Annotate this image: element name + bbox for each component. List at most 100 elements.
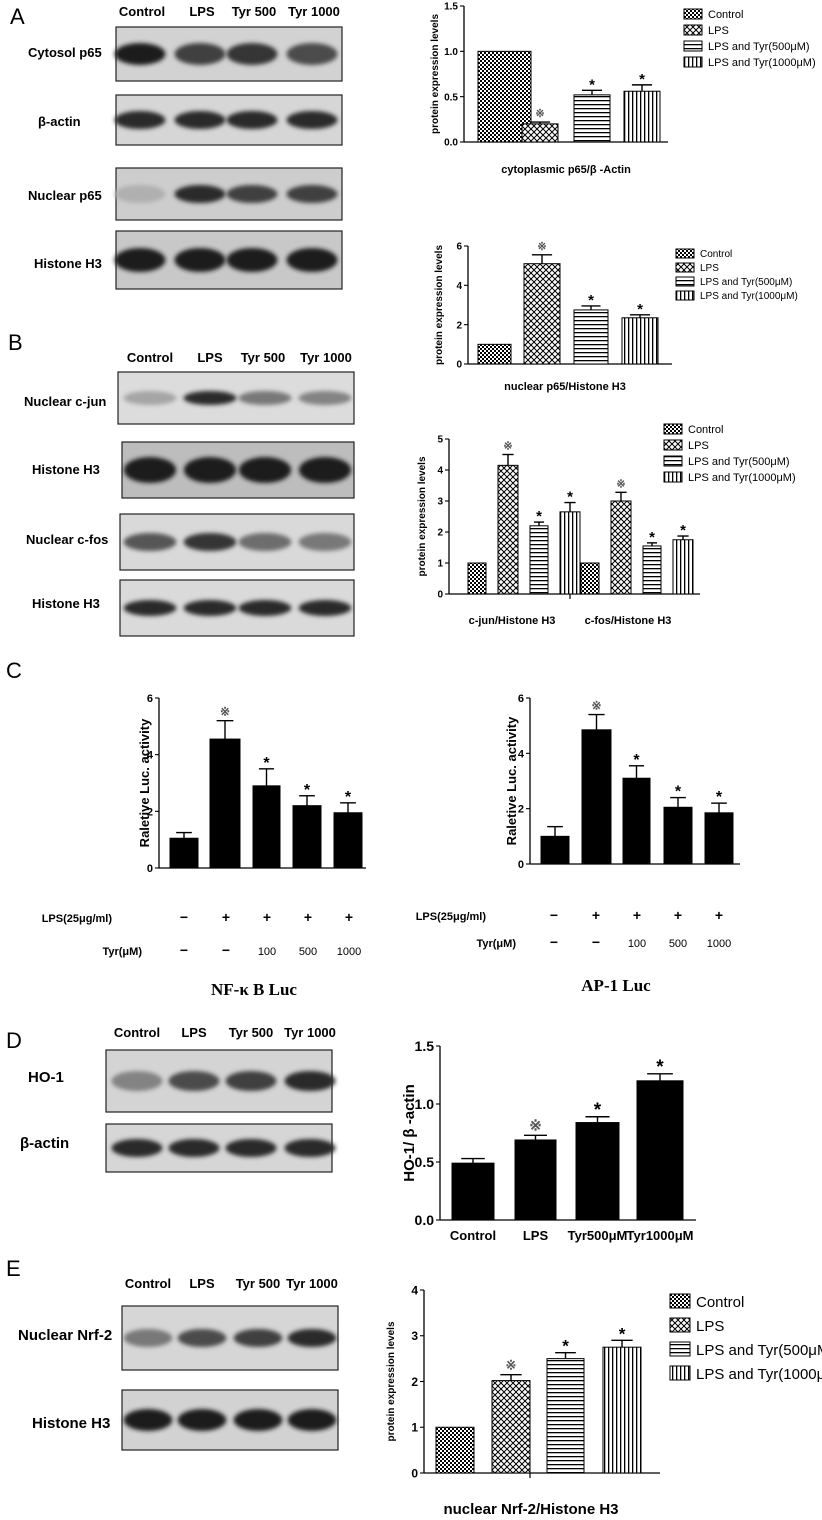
blot-band: [123, 391, 177, 405]
blot-band: [183, 391, 237, 405]
blot-band: [168, 1139, 220, 1157]
panel-letter-a: A: [10, 4, 25, 29]
bar: [514, 1139, 557, 1221]
y-tick-label: 4: [456, 281, 462, 292]
blot-row-label: Histone H3: [32, 596, 100, 611]
significance-mark: ※: [506, 1358, 517, 1373]
x-category-label: c-fos/Histone H3: [585, 615, 672, 627]
y-tick-label: 0: [147, 863, 153, 875]
lane-label: Tyr 500: [241, 350, 286, 365]
blot-band: [287, 1409, 337, 1431]
bar: [477, 343, 512, 365]
tyr-dose: −: [180, 942, 188, 958]
y-tick-label: 0: [518, 859, 524, 871]
significance-asterisk: *: [637, 301, 643, 318]
significance-mark: ※: [535, 108, 544, 120]
y-tick-label: 1.0: [444, 47, 458, 58]
blot-band: [114, 248, 166, 272]
blot-row-label: Nuclear p65: [28, 188, 102, 203]
bar: [333, 812, 363, 869]
chart-a-nuclear-p65: 0 2 4 6 protein expression levels ※ * * Control L…: [434, 241, 798, 393]
significance-asterisk: *: [649, 529, 655, 546]
blot-band: [111, 1139, 163, 1157]
blot-band: [225, 1071, 277, 1091]
legend-swatch: [675, 290, 695, 301]
y-axis-title: Raletive Luc. activity: [504, 716, 519, 845]
lps-sign: +: [345, 909, 353, 925]
blot-band: [114, 43, 166, 65]
legend-swatch: [683, 56, 703, 68]
legend-label: Control: [688, 424, 723, 436]
legend-swatch: [669, 1341, 691, 1357]
bar: [672, 539, 694, 595]
bar: [467, 562, 487, 595]
blot-band: [174, 43, 226, 65]
legend-swatch: [683, 40, 703, 52]
lane-label: Control: [127, 350, 173, 365]
bar: [642, 545, 662, 595]
lane-label: Tyr 1000: [284, 1025, 336, 1040]
blot-band: [233, 1409, 283, 1431]
x-category-label: Control: [450, 1228, 496, 1243]
lps-row-label: LPS(25μg/ml): [42, 913, 113, 925]
blot-band: [298, 600, 352, 616]
bar: [623, 90, 661, 143]
blot-lanes-b: Control LPS Tyr 500 Tyr 1000: [127, 350, 352, 365]
y-tick-label: 4: [518, 748, 525, 760]
chart-title: NF-κ B Luc: [211, 980, 297, 999]
lps-sign: +: [222, 909, 230, 925]
blot-row-labels-d: HO-1 β-actin: [20, 1069, 69, 1152]
lps-sign: −: [550, 907, 558, 923]
bar: [621, 317, 659, 365]
bar: [704, 812, 734, 865]
chart-e-nrf2: 0 1 2 3 4 protein expression levels ※ * * Control…: [386, 1283, 822, 1518]
blot-band: [123, 600, 177, 616]
significance-asterisk: *: [594, 1100, 602, 1121]
tyr-dose: 1000: [337, 946, 361, 958]
blot-band: [286, 43, 338, 65]
bar: [209, 738, 241, 869]
legend-label: Control: [696, 1294, 744, 1311]
y-tick-label: 0.0: [444, 138, 458, 149]
bar: [622, 777, 651, 865]
significance-asterisk: *: [567, 489, 573, 506]
tyr-dose: −: [550, 934, 558, 950]
tyr-dose: −: [222, 942, 230, 958]
legend-label: LPS: [688, 440, 709, 452]
blot-row-label: Cytosol p65: [28, 45, 102, 60]
blot-band: [298, 391, 352, 405]
bar: [529, 525, 549, 595]
legend-swatch: [669, 1365, 691, 1381]
blot-band: [114, 185, 166, 203]
lane-label: Tyr 1000: [286, 1276, 338, 1291]
blot-band: [174, 111, 226, 129]
blot-band: [284, 1071, 336, 1091]
y-tick-label: 0.0: [415, 1212, 435, 1228]
blot-band: [286, 111, 338, 129]
blot-row-label: Nuclear c-jun: [24, 394, 106, 409]
y-tick-label: 3: [437, 497, 443, 508]
significance-mark: ※: [220, 705, 230, 719]
y-axis-title: protein expression levels: [434, 245, 445, 365]
significance-asterisk: *: [562, 1337, 569, 1356]
blot-row-label: Nuclear Nrf-2: [18, 1327, 112, 1344]
chart-c-ap1-luc: 0 2 4 6 Raletive Luc. activity ※ * * * LPS(25μg/m…: [416, 693, 740, 995]
lps-sign: +: [715, 907, 723, 923]
blot-band: [226, 248, 278, 272]
blot-band: [123, 457, 177, 483]
bar: [610, 500, 632, 595]
y-tick-label: 3: [411, 1329, 418, 1343]
significance-asterisk: *: [675, 784, 682, 801]
blot-row-label: β-actin: [20, 1135, 69, 1152]
significance-asterisk: *: [263, 755, 270, 772]
y-tick-label: 1: [411, 1421, 418, 1435]
bar: [546, 1358, 585, 1474]
y-axis-title: HO-1/ β -actin: [401, 1084, 418, 1182]
bar: [451, 1162, 495, 1221]
significance-mark: ※: [503, 441, 512, 453]
tyr-row-label: Tyr(μM): [476, 938, 516, 950]
significance-mark: ※: [591, 699, 601, 713]
blot-band: [114, 111, 166, 129]
